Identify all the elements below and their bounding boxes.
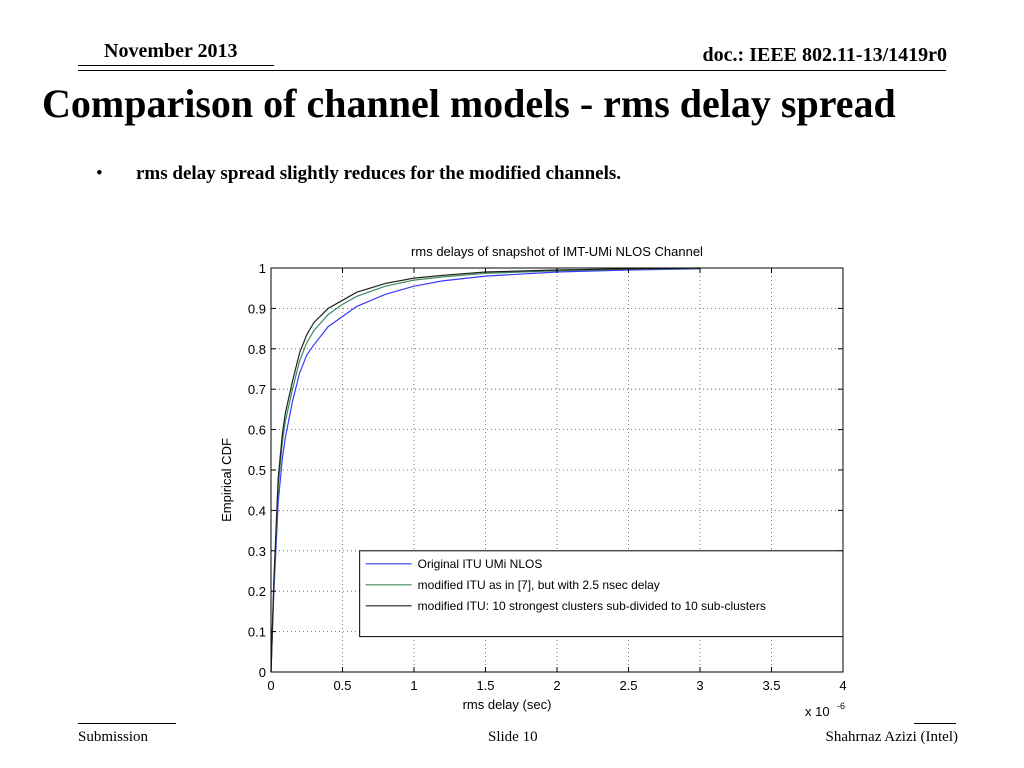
header-rule: [78, 70, 946, 71]
legend-label-3: modified ITU: 10 strongest clusters sub-…: [418, 599, 766, 613]
series-line-2: [270, 267, 701, 673]
chart-title: rms delays of snapshot of IMT-UMi NLOS C…: [411, 244, 703, 259]
x-tick-label: 3: [696, 678, 703, 693]
y-tick-label: 0.4: [248, 503, 266, 518]
y-tick-label: 1: [259, 261, 266, 276]
chart-container: 0 0.5 1 1.5 2 2.5 3 3.5 4 0 0.1 0.2 0.3 0.4 0.5 0.6 0.7 0…: [205, 238, 865, 728]
x-multiplier-exponent: -6: [837, 701, 845, 711]
x-tick-label: 2: [553, 678, 560, 693]
legend-box: [359, 550, 844, 638]
footer-left-rule: [78, 723, 176, 724]
slide-title: Comparison of channel models - rms delay…: [42, 81, 896, 126]
x-tick-label: 0.5: [333, 678, 351, 693]
y-tick-label: 0.8: [248, 342, 266, 357]
y-tick-label: 0.3: [248, 544, 266, 559]
y-tick-label: 0.6: [248, 423, 266, 438]
legend-label-2: modified ITU as in [7], but with 2.5 nse…: [418, 578, 660, 592]
y-tick-label: 0.9: [248, 301, 266, 316]
y-tick-label: 0.7: [248, 382, 266, 397]
series-line-1: [270, 268, 701, 673]
x-tick-label: 2.5: [619, 678, 637, 693]
x-tick-label: 3.5: [762, 678, 780, 693]
x-tick-label: 4: [839, 678, 846, 693]
y-tick-label: 0.2: [248, 584, 266, 599]
y-tick-label: 0: [259, 665, 266, 680]
bullet-dot: •: [96, 163, 103, 184]
x-axis-label: rms delay (sec): [463, 697, 552, 712]
x-tick-label: 1.5: [476, 678, 494, 693]
footer-author: Shahrnaz Azizi (Intel): [825, 729, 958, 745]
footer-right-rule: [914, 723, 956, 724]
header-date-rule: [78, 65, 274, 66]
y-tick-label: 0.1: [248, 625, 266, 640]
header-date: November 2013: [104, 40, 238, 62]
header-doc-id: doc.: IEEE 802.11-13/1419r0: [702, 44, 947, 66]
x-tick-label: 1: [410, 678, 417, 693]
y-tick-label: 0.5: [248, 463, 266, 478]
legend-label-1: Original ITU UMi NLOS: [418, 557, 543, 571]
bullet-item: • rms delay spread slightly reduces for …: [96, 163, 621, 185]
bullet-text: rms delay spread slightly reduces for th…: [136, 163, 622, 184]
footer-submission: Submission: [78, 729, 149, 745]
cdf-chart: 0 0.5 1 1.5 2 2.5 3 3.5 4 0 0.1 0.2 0.3 0.4 0.5 0.6 0.7 0…: [219, 244, 847, 719]
x-multiplier-label: x 10: [805, 704, 830, 719]
x-tick-label: 0: [267, 678, 274, 693]
footer-slide-number: Slide 10: [488, 729, 538, 745]
y-axis-label: Empirical CDF: [219, 438, 234, 522]
